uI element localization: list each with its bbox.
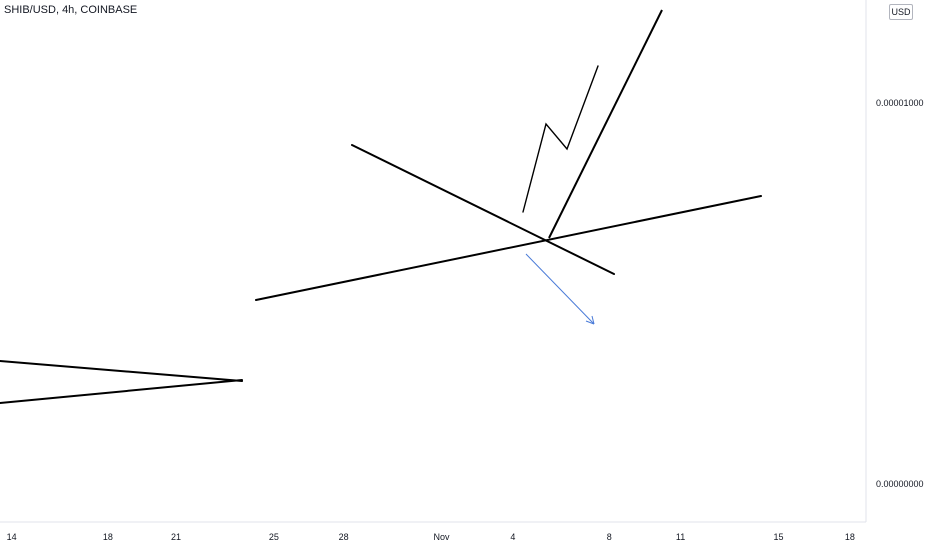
x-tick-label: 11 [676, 532, 685, 542]
lower-support-line [0, 379, 243, 404]
x-tick-label: Nov [434, 532, 451, 542]
breakout-path [522, 65, 599, 213]
x-tick-label: 18 [845, 532, 855, 542]
projection-arrow-head [585, 315, 595, 325]
currency-selector[interactable]: USD [889, 4, 913, 20]
x-tick-label: 21 [171, 532, 181, 542]
x-tick-label: 4 [510, 532, 515, 542]
x-tick-label: 15 [774, 532, 784, 542]
descending-trendline [351, 144, 615, 275]
x-tick-label: 14 [7, 532, 17, 542]
x-tick-label: 8 [607, 532, 612, 542]
x-tick-label: 18 [103, 532, 113, 542]
breakout-long-line [548, 9, 663, 239]
projection-arrow-line [525, 253, 595, 325]
upper-resistance-line [0, 360, 243, 382]
x-tick-label: 28 [339, 532, 349, 542]
y-tick-label: 0.00000000 [876, 479, 924, 489]
chart-title: SHIB/USD, 4h, COINBASE [4, 4, 138, 16]
rising-trendline [255, 195, 762, 301]
x-tick-label: 25 [269, 532, 279, 542]
y-tick-label: 0.00001000 [876, 98, 924, 108]
